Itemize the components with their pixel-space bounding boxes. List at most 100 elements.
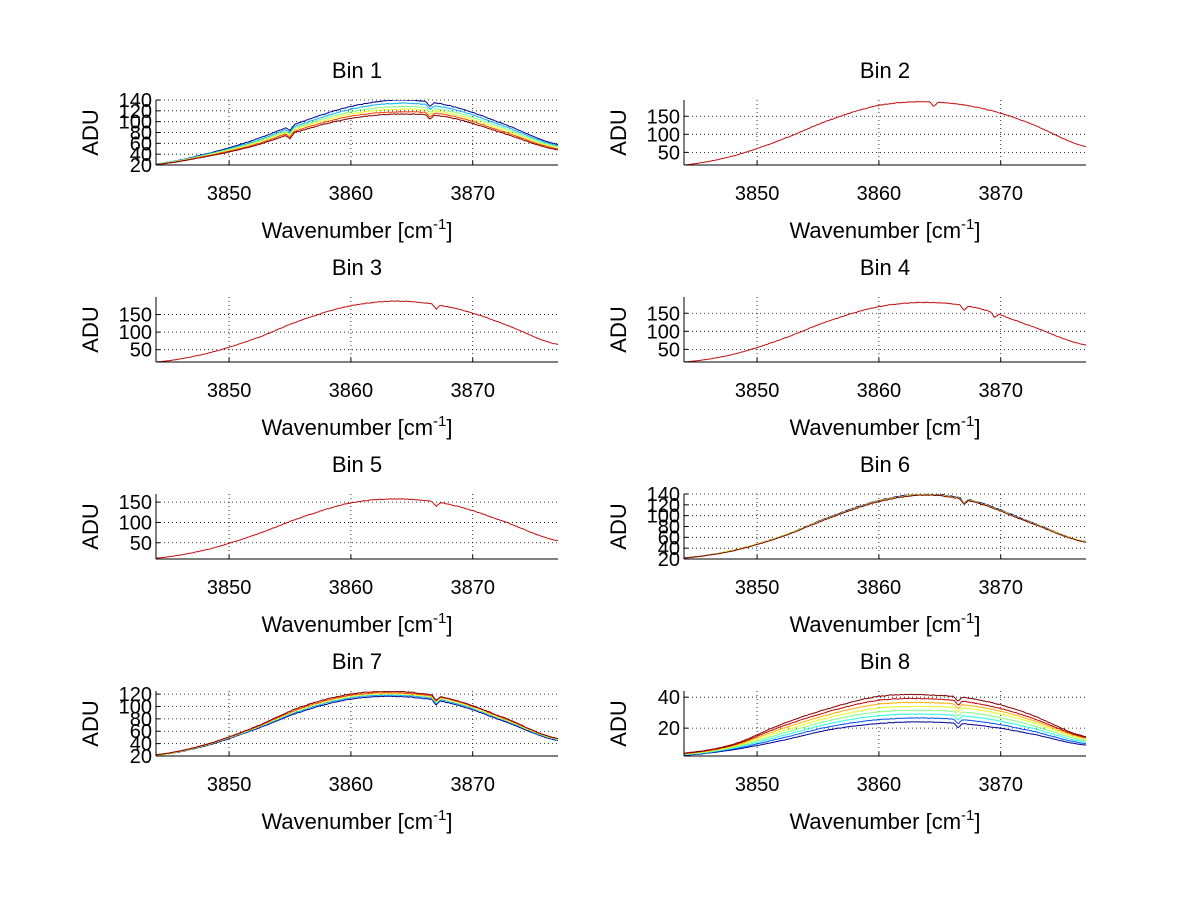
series-line-3 — [684, 713, 1086, 756]
subplot-title: Bin 3 — [332, 255, 382, 280]
series-line-2 — [156, 102, 558, 165]
x-axis-label: Wavenumber [cm-1] — [261, 807, 452, 834]
x-axis-label: Wavenumber [cm-1] — [261, 610, 452, 637]
x-tick-label: 3850 — [207, 774, 252, 796]
x-axis-label-main: Wavenumber [cm — [261, 612, 433, 637]
y-tick-label: 100 — [647, 506, 680, 528]
subplot-title: Bin 5 — [332, 452, 382, 477]
x-axis-label-superscript: -1 — [433, 216, 446, 233]
series-line-3 — [156, 105, 558, 165]
y-tick-label: 140 — [119, 90, 152, 112]
x-tick-label: 3850 — [207, 577, 252, 599]
series-line-5 — [684, 705, 1086, 755]
y-axis-label: ADU — [78, 306, 103, 352]
x-axis-label: Wavenumber [cm-1] — [789, 610, 980, 637]
x-axis-label-main: Wavenumber [cm — [261, 809, 433, 834]
x-tick-label: 3870 — [978, 774, 1023, 796]
x-tick-label: 3850 — [735, 183, 780, 205]
series-line-1 — [684, 721, 1086, 756]
x-axis-label-main: Wavenumber [cm — [789, 809, 961, 834]
subplot-bin-7: Bin 7 ADU Wavenumber [cm-1] 3850 3860 3870 204… — [78, 649, 558, 834]
y-tick-label: 20 — [130, 155, 152, 177]
y-tick-label: 40 — [130, 144, 152, 166]
x-axis-label-main: Wavenumber [cm — [789, 415, 961, 440]
series-line-1 — [684, 101, 1086, 165]
x-axis-label-end: ] — [974, 218, 980, 243]
y-tick-label: 40 — [658, 538, 680, 560]
y-tick-label: 100 — [119, 512, 152, 534]
series-line-4 — [156, 691, 558, 756]
y-tick-label: 100 — [647, 124, 680, 146]
y-tick-label: 150 — [647, 106, 680, 128]
x-axis-label: Wavenumber [cm-1] — [261, 413, 452, 440]
series-line-7 — [684, 697, 1086, 754]
x-axis-label-end: ] — [446, 612, 452, 637]
y-axis-label: ADU — [606, 503, 631, 549]
x-tick-label: 3860 — [857, 183, 902, 205]
y-axis-label: ADU — [78, 700, 103, 746]
x-tick-label: 3860 — [329, 183, 374, 205]
series-line-1 — [156, 498, 558, 559]
series-line-1 — [156, 300, 558, 362]
y-tick-label: 20 — [658, 718, 680, 740]
y-tick-label: 120 — [119, 684, 152, 706]
y-tick-label: 60 — [658, 527, 680, 549]
y-tick-label: 50 — [130, 340, 152, 362]
y-tick-label: 150 — [119, 492, 152, 514]
x-axis-label-end: ] — [974, 612, 980, 637]
subplot-title: Bin 2 — [860, 58, 910, 83]
y-tick-label: 80 — [130, 123, 152, 145]
x-tick-label: 3860 — [857, 380, 902, 402]
x-axis-label-superscript: -1 — [961, 807, 974, 824]
y-tick-label: 120 — [647, 495, 680, 517]
subplot-title: Bin 4 — [860, 255, 910, 280]
x-axis-label-end: ] — [446, 218, 452, 243]
x-tick-label: 3870 — [978, 183, 1023, 205]
subplot-title: Bin 6 — [860, 452, 910, 477]
series-line-6 — [156, 113, 558, 165]
x-tick-label: 3870 — [450, 577, 495, 599]
y-tick-label: 150 — [119, 305, 152, 327]
x-axis-label-end: ] — [974, 809, 980, 834]
x-axis-label-end: ] — [446, 415, 452, 440]
y-tick-label: 100 — [119, 112, 152, 134]
y-axis-label: ADU — [606, 109, 631, 155]
x-tick-label: 3870 — [978, 380, 1023, 402]
subplot-title: Bin 7 — [332, 649, 382, 674]
series-line-1 — [156, 100, 558, 165]
y-tick-label: 20 — [130, 746, 152, 768]
x-tick-label: 3850 — [735, 577, 780, 599]
y-tick-label: 40 — [658, 687, 680, 709]
series-line-3 — [156, 692, 558, 756]
subplot-title: Bin 1 — [332, 58, 382, 83]
subplot-bin-6: Bin 6 ADU Wavenumber [cm-1] 3850 3860 3870 204… — [606, 452, 1086, 637]
series-line-3 — [684, 494, 1086, 559]
series-line-4 — [684, 709, 1086, 755]
y-tick-label: 40 — [130, 734, 152, 756]
x-axis-label-superscript: -1 — [961, 610, 974, 627]
y-tick-label: 80 — [658, 517, 680, 539]
y-tick-label: 20 — [658, 549, 680, 571]
x-tick-label: 3870 — [450, 183, 495, 205]
x-axis-label: Wavenumber [cm-1] — [789, 413, 980, 440]
y-tick-label: 60 — [130, 133, 152, 155]
x-axis-label-superscript: -1 — [433, 610, 446, 627]
y-tick-label: 80 — [130, 709, 152, 731]
x-axis-label-main: Wavenumber [cm — [789, 612, 961, 637]
y-tick-label: 60 — [130, 721, 152, 743]
series-line-1 — [684, 301, 1086, 362]
x-axis-label-end: ] — [446, 809, 452, 834]
x-tick-label: 3850 — [735, 380, 780, 402]
x-axis-label-superscript: -1 — [433, 413, 446, 430]
x-axis-label-superscript: -1 — [433, 807, 446, 824]
x-tick-label: 3860 — [329, 774, 374, 796]
x-tick-label: 3850 — [735, 774, 780, 796]
y-tick-label: 50 — [130, 533, 152, 555]
x-tick-label: 3860 — [857, 577, 902, 599]
x-tick-label: 3870 — [450, 774, 495, 796]
series-line-1 — [156, 695, 558, 756]
x-tick-label: 3850 — [207, 380, 252, 402]
